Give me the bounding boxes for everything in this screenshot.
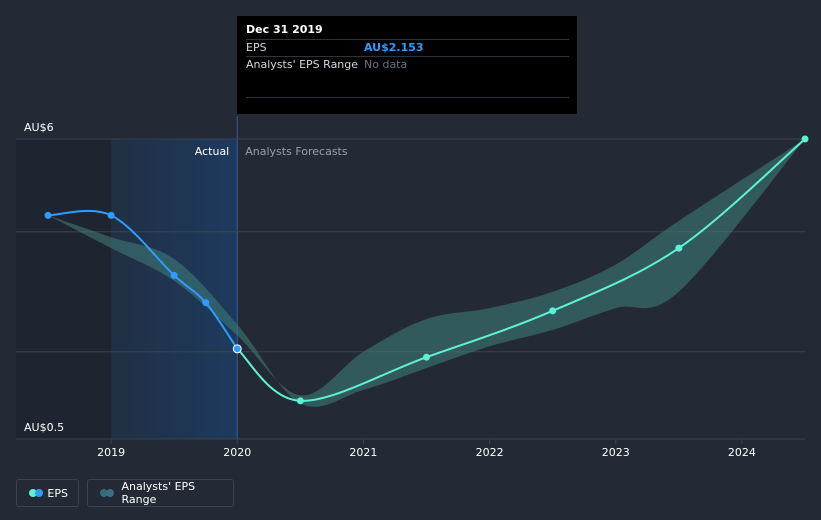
tooltip-eps-value: AU$2.153 [364, 41, 424, 54]
eps-actual-point-1 [107, 211, 115, 219]
tooltip-spacer [246, 73, 569, 98]
y-axis-label-0: AU$6 [24, 121, 54, 134]
legend-range-button[interactable]: Analysts' EPS Range [87, 479, 234, 507]
forecast-label: Analysts Forecasts [245, 145, 348, 158]
x-tick-label-5: 2024 [728, 446, 756, 459]
eps-forecast-point-4 [801, 135, 809, 143]
tooltip-range-row: Analysts' EPS Range No data [246, 56, 569, 73]
eps-actual-point-0 [44, 211, 52, 219]
eps-forecast-point-2 [549, 307, 557, 315]
eps-actual-line [47, 209, 239, 350]
actual-label: Actual [195, 145, 229, 158]
pre-actual-shade [16, 139, 112, 439]
tooltip: Dec 31 2019 EPS AU$2.153 Analysts' EPS R… [237, 16, 577, 114]
tooltip-eps-row: EPS AU$2.153 [246, 39, 569, 56]
eps-forecast-line [236, 138, 806, 402]
x-tick-label-1: 2020 [223, 446, 251, 459]
legend-eps-label: EPS [47, 486, 68, 500]
x-tick-label-2: 2021 [349, 446, 377, 459]
legend-range-label: Analysts' EPS Range [121, 480, 196, 506]
eps-range-band [48, 139, 805, 407]
eps-actual-point-3 [202, 299, 210, 307]
x-tick-label-0: 2019 [97, 446, 125, 459]
x-tick-label-4: 2023 [602, 446, 630, 459]
tooltip-range-value: No data [364, 58, 408, 71]
y-axis-label-1: AU$0.5 [24, 421, 64, 434]
eps-actual-point-2 [170, 271, 178, 279]
eps-forecast-point-3 [675, 244, 683, 252]
eps-legend-icon [29, 489, 43, 497]
legend-eps-button[interactable]: EPS [16, 479, 79, 507]
eps-forecast-point-0 [296, 397, 304, 405]
actual-region-shade [111, 139, 238, 439]
eps-forecast-point-1 [423, 353, 430, 361]
tooltip-date: Dec 31 2019 [246, 23, 323, 36]
tooltip-range-label: Analysts' EPS Range [246, 58, 359, 71]
x-tick-label-3: 2022 [476, 446, 504, 459]
eps-actual-point-4 [232, 344, 242, 354]
tooltip-eps-label: EPS [246, 41, 267, 54]
range-legend-icon [100, 489, 115, 497]
